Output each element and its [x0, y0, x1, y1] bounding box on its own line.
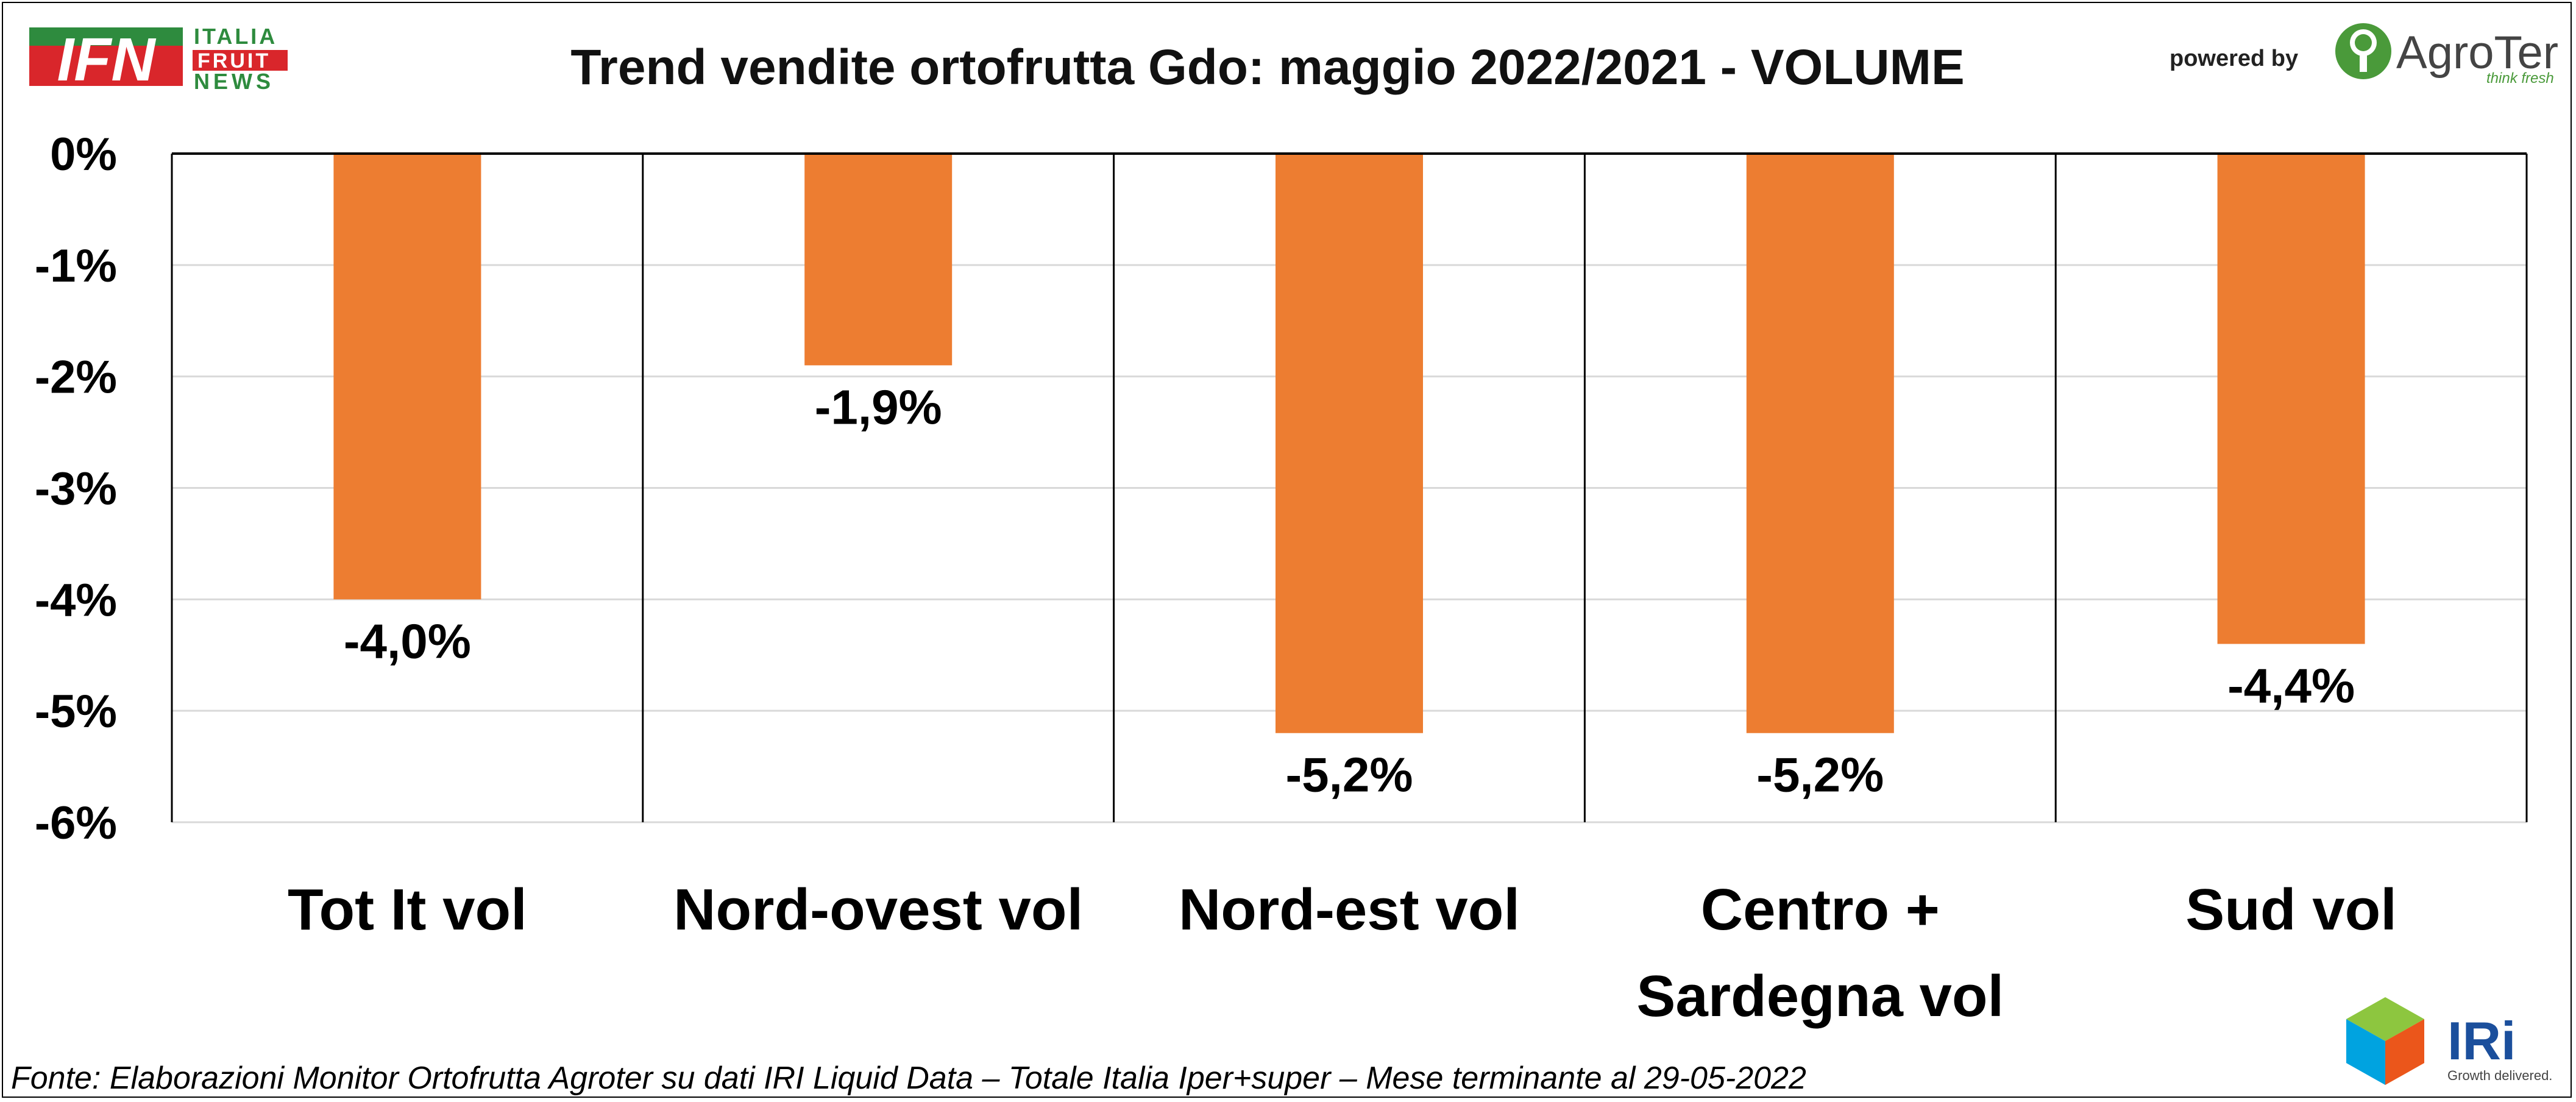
y-tick-label: -1% [35, 240, 117, 292]
ifn-logo-line2: FRUIT [197, 49, 271, 73]
bar [2217, 154, 2365, 644]
agroter-logo: AgroTer think fresh [2335, 23, 2558, 87]
data-label: -1,9% [815, 380, 942, 434]
bar [804, 154, 953, 366]
y-tick-label: -3% [35, 463, 117, 515]
y-tick-label: -4% [35, 574, 117, 626]
x-tick-label: Nord-est vol [1179, 877, 1520, 942]
bar [333, 154, 481, 600]
ifn-logo-mark: IFN [57, 26, 156, 94]
ifn-logo-line1: ITALIA [194, 24, 277, 49]
data-label: -4,0% [344, 614, 471, 668]
bar [1276, 154, 1423, 733]
x-tick-label: Sardegna vol [1636, 964, 2004, 1029]
bar [1746, 154, 1894, 733]
x-tick-label: Sud vol [2185, 877, 2397, 942]
iri-tagline: Growth delivered. [2447, 1068, 2552, 1083]
source-footnote: Fonte: Elaborazioni Monitor Ortofrutta A… [11, 1061, 1806, 1096]
ifn-logo: IFN ITALIA FRUIT NEWS [29, 24, 288, 94]
data-label: -5,2% [1756, 748, 1884, 802]
agroter-tagline: think fresh [2486, 70, 2554, 87]
y-tick-label: 0% [50, 129, 117, 180]
agroter-name: AgroTer [2396, 27, 2558, 79]
chart-title: Trend vendite ortofrutta Gdo: maggio 202… [570, 40, 1964, 95]
iri-logo: IRi Growth delivered. [2346, 997, 2552, 1085]
x-tick-label: Nord-ovest vol [673, 877, 1083, 942]
iri-name: IRi [2447, 1011, 2516, 1071]
powered-by-label: powered by [2170, 46, 2298, 71]
y-tick-label: -2% [35, 352, 117, 403]
x-tick-label: Tot It vol [288, 877, 527, 942]
ifn-logo-line3: NEWS [194, 69, 274, 94]
data-label: -5,2% [1286, 748, 1413, 802]
y-tick-label: -6% [35, 797, 117, 849]
data-label: -4,4% [2227, 658, 2355, 713]
y-tick-label: -5% [35, 686, 117, 738]
x-tick-label: Centro + [1701, 877, 1940, 942]
